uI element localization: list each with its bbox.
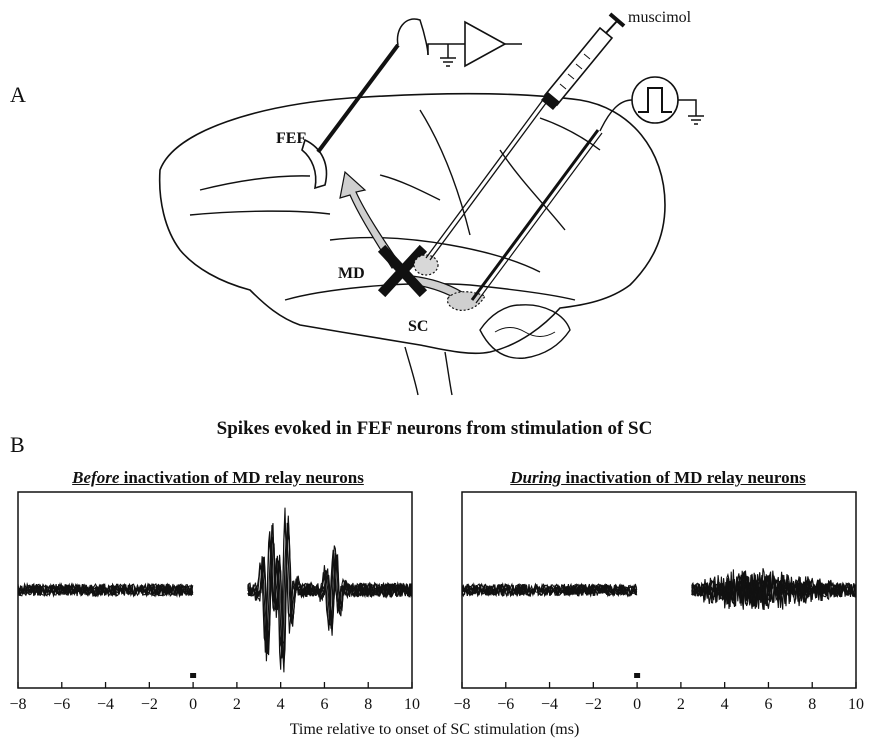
amplifier-icon	[427, 20, 522, 68]
trace-response	[247, 536, 413, 662]
stimulus-marker	[634, 673, 641, 678]
sulcus-3	[419, 109, 471, 236]
trace-response	[247, 523, 413, 653]
sulcus-6	[379, 174, 441, 201]
muscimol-label: muscimol	[628, 9, 692, 26]
during-plot: −8 −6 −4 −2 0 2 4 6 8 10	[453, 491, 864, 713]
md-inactivation-x	[377, 244, 428, 298]
x-tick-label: 2	[677, 696, 685, 713]
x-tick-label: 10	[404, 696, 420, 713]
x-tick-label: 4	[277, 696, 285, 713]
x-tick-label: −4	[97, 696, 114, 713]
x-tick-label: 10	[848, 696, 864, 713]
x-tick-label: 0	[189, 696, 197, 713]
x-tick-label: −2	[141, 696, 158, 713]
x-tick-label: 6	[764, 696, 772, 713]
x-tick-label: −8	[9, 696, 26, 713]
syringe-icon	[425, 12, 626, 261]
x-tick-label: 8	[808, 696, 816, 713]
panel-b-title: Spikes evoked in FEF neurons from stimul…	[216, 418, 653, 439]
stimulator-icon	[631, 76, 704, 125]
cerebellum	[479, 304, 571, 359]
brain-diagram: FEF MD SC muscimol	[158, 9, 704, 396]
sulcus-5	[539, 117, 601, 151]
lateral-sulcus	[329, 236, 541, 273]
x-tick-label: −4	[541, 696, 558, 713]
md-dotted-region	[413, 254, 439, 276]
sc-label: SC	[408, 318, 428, 335]
recording-electrode	[316, 43, 400, 154]
x-tick-label: −6	[53, 696, 70, 713]
trace-baseline	[461, 581, 638, 598]
brain-outline	[158, 92, 666, 355]
panel-a-letter: A	[10, 82, 26, 107]
x-tick-label: 8	[364, 696, 372, 713]
sulcus-4	[499, 149, 566, 231]
stimulus-marker	[190, 673, 197, 678]
right-panel-title: During inactivation of MD relay neurons	[510, 468, 806, 487]
brainstem	[404, 346, 453, 396]
panel-b-letter: B	[10, 432, 25, 457]
pathway-md-fef	[339, 170, 401, 269]
temporal-sulcus	[284, 283, 576, 301]
x-tick-label: −6	[497, 696, 514, 713]
x-tick-label: −2	[585, 696, 602, 713]
left-panel-title: Before inactivation of MD relay neurons	[72, 468, 364, 487]
sulcus-2	[189, 210, 331, 216]
x-tick-label: −8	[453, 696, 470, 713]
x-tick-label: 4	[721, 696, 729, 713]
x-tick-label: 6	[320, 696, 328, 713]
trace-baseline	[17, 582, 193, 598]
stimulating-electrode	[470, 129, 600, 301]
trace-response	[691, 569, 857, 607]
before-plot: −8 −6 −4 −2 0 2 4 6 8 10	[9, 491, 420, 713]
x-tick-label: 0	[633, 696, 641, 713]
sulcus-1	[199, 175, 311, 191]
x-tick-label: 2	[233, 696, 241, 713]
trace-response	[691, 570, 857, 611]
md-label: MD	[338, 265, 365, 282]
fef-label: FEF	[276, 130, 306, 147]
x-axis-label: Time relative to onset of SC stimulation…	[289, 721, 580, 738]
